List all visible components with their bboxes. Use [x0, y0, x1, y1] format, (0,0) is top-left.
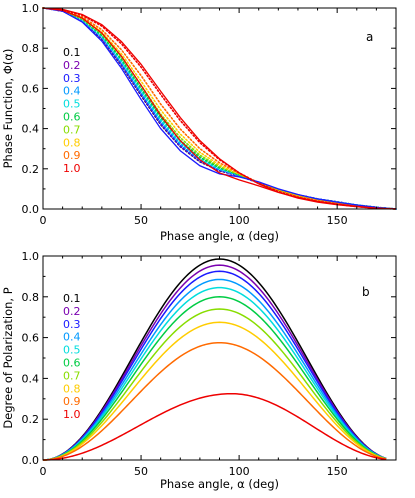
panel-a-letter: a: [366, 30, 373, 44]
panel-b-legend: 0.10.20.30.40.50.60.70.80.91.0: [63, 292, 81, 421]
panel-a-phase-function: 0 50 100 150 0.0 0.2 0.4 0.6 0.8 1.0 a Phase angl…: [1, 2, 397, 243]
series-line: [42, 321, 387, 461]
series-line: [42, 270, 387, 461]
series-line: [42, 7, 397, 210]
legend-entry: 0.6: [63, 357, 81, 370]
series-line: [42, 392, 387, 461]
legend-entry: 0.4: [63, 331, 81, 344]
legend-entry: 0.5: [63, 98, 81, 111]
legend-entry: 0.9: [63, 149, 81, 162]
legend-entry: 0.7: [63, 123, 81, 136]
y-tick-label: 1.0: [22, 250, 40, 263]
legend-entry: 0.1: [63, 292, 81, 305]
legend-entry: 0.3: [63, 72, 81, 85]
series-line: [42, 286, 387, 461]
legend-entry: 0.1: [63, 46, 81, 59]
panel-b-x-axis-label: Phase angle, α (deg): [160, 477, 279, 491]
x-tick-label: 100: [229, 214, 250, 227]
legend-entry: 0.6: [63, 111, 81, 124]
x-tick-label: 0: [40, 465, 47, 478]
panel-b-letter: b: [362, 285, 370, 299]
legend-entry: 0.2: [63, 59, 81, 72]
legend-entry: 0.9: [63, 395, 81, 408]
x-tick-label: 50: [134, 465, 148, 478]
panel-b-y-axis-label: Degree of Polarization, P: [1, 287, 15, 428]
panel-a-x-axis-label: Phase angle, α (deg): [160, 229, 279, 243]
y-tick-label: 1.0: [22, 2, 40, 15]
legend-entry: 0.8: [63, 136, 81, 149]
x-tick-label: 150: [327, 214, 348, 227]
y-tick-label: 0.0: [22, 203, 40, 216]
panel-b-frame: [42, 255, 397, 461]
x-tick-label: 0: [40, 214, 47, 227]
y-tick-label: 0.6: [22, 82, 40, 95]
solid-curve: [42, 7, 397, 210]
x-tick-label: 150: [327, 465, 348, 478]
x-tick-label: 50: [134, 214, 148, 227]
panel-b-polarization: 0 50 100 150 0.0 0.2 0.4 0.6 0.8 1.0 b Phase angl…: [1, 250, 397, 491]
series-line: [42, 264, 387, 461]
legend-entry: 0.7: [63, 369, 81, 382]
legend-entry: 0.5: [63, 344, 81, 357]
panel-b-plot-area: [42, 258, 387, 461]
series-line: [42, 7, 397, 210]
y-tick-label: 0.4: [22, 372, 40, 385]
y-tick-label: 0.6: [22, 332, 40, 345]
legend-entry: 0.3: [63, 318, 81, 331]
series-line: [42, 278, 387, 461]
series-line: [42, 308, 387, 461]
legend-entry: 0.2: [63, 305, 81, 318]
y-tick-label: 0.0: [22, 454, 40, 467]
panel-a-legend: 0.10.20.30.40.50.60.70.80.91.0: [63, 46, 81, 175]
y-tick-label: 0.4: [22, 123, 40, 136]
y-tick-label: 0.2: [22, 413, 40, 426]
legend-entry: 0.4: [63, 85, 81, 98]
legend-entry: 1.0: [63, 408, 81, 421]
x-tick-label: 100: [229, 465, 250, 478]
legend-entry: 1.0: [63, 162, 81, 175]
panel-a-y-axis-label: Phase Function, Φ(α): [1, 49, 15, 169]
series-line: [42, 341, 387, 461]
series-line: [42, 258, 387, 461]
y-tick-label: 0.2: [22, 163, 40, 176]
panel-a-frame: [42, 7, 397, 210]
series-line: [42, 296, 387, 461]
y-tick-label: 0.8: [22, 291, 40, 304]
legend-entry: 0.8: [63, 382, 81, 395]
y-tick-label: 0.8: [22, 42, 40, 55]
